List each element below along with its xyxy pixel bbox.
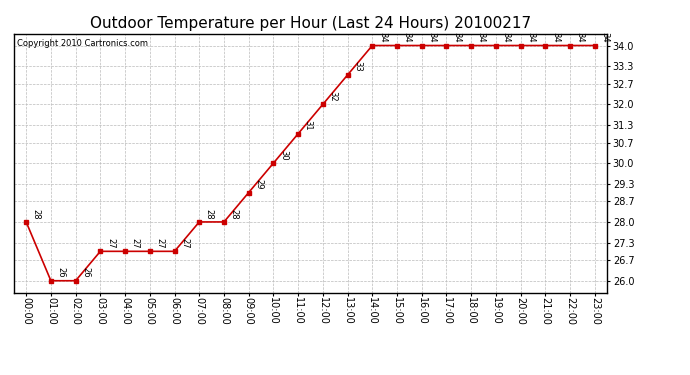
Text: 29: 29 [254,179,264,190]
Text: 34: 34 [551,32,560,43]
Text: 34: 34 [477,32,486,43]
Text: 34: 34 [427,32,436,43]
Text: 34: 34 [526,32,535,43]
Text: 34: 34 [502,32,511,43]
Text: Copyright 2010 Cartronics.com: Copyright 2010 Cartronics.com [17,39,148,48]
Text: 28: 28 [205,209,214,219]
Text: 28: 28 [32,209,41,219]
Text: 34: 34 [402,32,412,43]
Text: 27: 27 [106,238,115,249]
Text: 27: 27 [180,238,189,249]
Text: 31: 31 [304,120,313,131]
Text: 34: 34 [452,32,461,43]
Text: 27: 27 [155,238,164,249]
Text: 26: 26 [57,267,66,278]
Text: 26: 26 [81,267,90,278]
Title: Outdoor Temperature per Hour (Last 24 Hours) 20100217: Outdoor Temperature per Hour (Last 24 Ho… [90,16,531,31]
Text: 34: 34 [378,32,387,43]
Text: 30: 30 [279,150,288,160]
Text: 34: 34 [575,32,584,43]
Text: 33: 33 [353,62,362,72]
Text: 32: 32 [328,91,337,102]
Text: 27: 27 [130,238,139,249]
Text: 34: 34 [600,32,609,43]
Text: 28: 28 [230,209,239,219]
